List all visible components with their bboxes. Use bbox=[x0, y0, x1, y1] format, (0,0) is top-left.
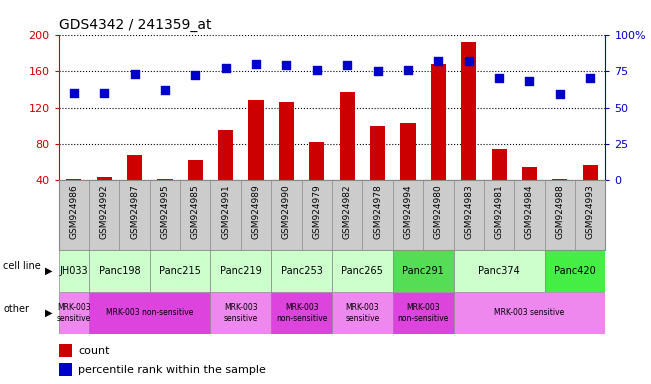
Bar bbox=[400, 123, 415, 217]
Bar bbox=[461, 42, 477, 217]
Text: GSM924991: GSM924991 bbox=[221, 184, 230, 239]
Point bbox=[433, 58, 443, 64]
Bar bbox=[66, 179, 81, 217]
Text: GSM924978: GSM924978 bbox=[373, 184, 382, 239]
Point bbox=[312, 66, 322, 73]
Point bbox=[342, 62, 352, 68]
Bar bbox=[89, 250, 150, 292]
Point bbox=[403, 66, 413, 73]
Bar bbox=[210, 292, 271, 334]
Bar bbox=[545, 250, 605, 292]
Text: GSM924983: GSM924983 bbox=[464, 184, 473, 239]
Bar bbox=[59, 292, 89, 334]
Text: MRK-003
non-sensitive: MRK-003 non-sensitive bbox=[276, 303, 327, 323]
Bar bbox=[271, 250, 332, 292]
Text: MRK-003 sensitive: MRK-003 sensitive bbox=[494, 308, 564, 318]
Bar bbox=[279, 102, 294, 217]
Text: Panc265: Panc265 bbox=[342, 266, 383, 276]
Bar bbox=[150, 250, 210, 292]
Text: GSM924981: GSM924981 bbox=[495, 184, 504, 239]
Bar bbox=[89, 292, 210, 334]
Text: ▶: ▶ bbox=[45, 308, 53, 318]
Text: GSM924994: GSM924994 bbox=[404, 184, 413, 238]
Text: GSM924984: GSM924984 bbox=[525, 184, 534, 238]
Text: GSM924986: GSM924986 bbox=[69, 184, 78, 239]
Text: Panc219: Panc219 bbox=[220, 266, 262, 276]
Point bbox=[585, 75, 596, 81]
Bar bbox=[210, 250, 271, 292]
Text: GSM924979: GSM924979 bbox=[312, 184, 322, 239]
Bar bbox=[127, 155, 142, 217]
Bar bbox=[492, 149, 506, 217]
Bar bbox=[454, 292, 605, 334]
Point bbox=[221, 65, 231, 71]
Text: ▶: ▶ bbox=[45, 266, 53, 276]
Bar bbox=[552, 179, 568, 217]
Point bbox=[251, 61, 261, 67]
Text: GSM924980: GSM924980 bbox=[434, 184, 443, 239]
Bar bbox=[218, 130, 233, 217]
Text: GSM924993: GSM924993 bbox=[586, 184, 595, 239]
Point bbox=[190, 72, 201, 78]
Bar bbox=[431, 64, 446, 217]
Text: GSM924982: GSM924982 bbox=[342, 184, 352, 238]
Text: MRK-003 non-sensitive: MRK-003 non-sensitive bbox=[106, 308, 193, 318]
Bar bbox=[332, 292, 393, 334]
Text: JH033: JH033 bbox=[59, 266, 88, 276]
Point bbox=[555, 91, 565, 98]
Bar bbox=[59, 250, 89, 292]
Bar bbox=[187, 161, 203, 217]
Bar bbox=[59, 363, 72, 376]
Point bbox=[524, 78, 534, 84]
Text: Panc291: Panc291 bbox=[402, 266, 444, 276]
Bar bbox=[393, 250, 454, 292]
Bar bbox=[249, 100, 264, 217]
Bar bbox=[309, 142, 324, 217]
Bar bbox=[370, 126, 385, 217]
Bar bbox=[340, 92, 355, 217]
Text: MRK-003
sensitive: MRK-003 sensitive bbox=[345, 303, 380, 323]
Text: GSM924987: GSM924987 bbox=[130, 184, 139, 239]
Text: GSM924990: GSM924990 bbox=[282, 184, 291, 239]
Bar bbox=[332, 250, 393, 292]
Bar bbox=[393, 292, 454, 334]
Point bbox=[159, 87, 170, 93]
Point bbox=[68, 90, 79, 96]
Text: Panc374: Panc374 bbox=[478, 266, 520, 276]
Bar bbox=[583, 165, 598, 217]
Text: GDS4342 / 241359_at: GDS4342 / 241359_at bbox=[59, 18, 211, 32]
Text: Panc253: Panc253 bbox=[281, 266, 322, 276]
Point bbox=[99, 90, 109, 96]
Text: cell line: cell line bbox=[3, 262, 41, 271]
Text: GSM924988: GSM924988 bbox=[555, 184, 564, 239]
Text: GSM924989: GSM924989 bbox=[251, 184, 260, 239]
Text: other: other bbox=[3, 304, 29, 314]
Text: Panc198: Panc198 bbox=[98, 266, 140, 276]
Text: GSM924995: GSM924995 bbox=[160, 184, 169, 239]
Bar bbox=[522, 167, 537, 217]
Text: MRK-003
sensitive: MRK-003 sensitive bbox=[57, 303, 91, 323]
Text: MRK-003
sensitive: MRK-003 sensitive bbox=[224, 303, 258, 323]
Point bbox=[464, 58, 474, 64]
Point bbox=[372, 68, 383, 74]
Bar bbox=[158, 179, 173, 217]
Text: Panc420: Panc420 bbox=[554, 266, 596, 276]
Bar bbox=[271, 292, 332, 334]
Text: MRK-003
non-sensitive: MRK-003 non-sensitive bbox=[398, 303, 449, 323]
Text: Panc215: Panc215 bbox=[159, 266, 201, 276]
Text: percentile rank within the sample: percentile rank within the sample bbox=[78, 364, 266, 375]
Point bbox=[130, 71, 140, 77]
Point bbox=[494, 75, 505, 81]
Text: GSM924985: GSM924985 bbox=[191, 184, 200, 239]
Point bbox=[281, 62, 292, 68]
Text: GSM924992: GSM924992 bbox=[100, 184, 109, 238]
Bar bbox=[96, 177, 112, 217]
Bar bbox=[59, 344, 72, 357]
Text: count: count bbox=[78, 346, 109, 356]
Bar bbox=[454, 250, 545, 292]
